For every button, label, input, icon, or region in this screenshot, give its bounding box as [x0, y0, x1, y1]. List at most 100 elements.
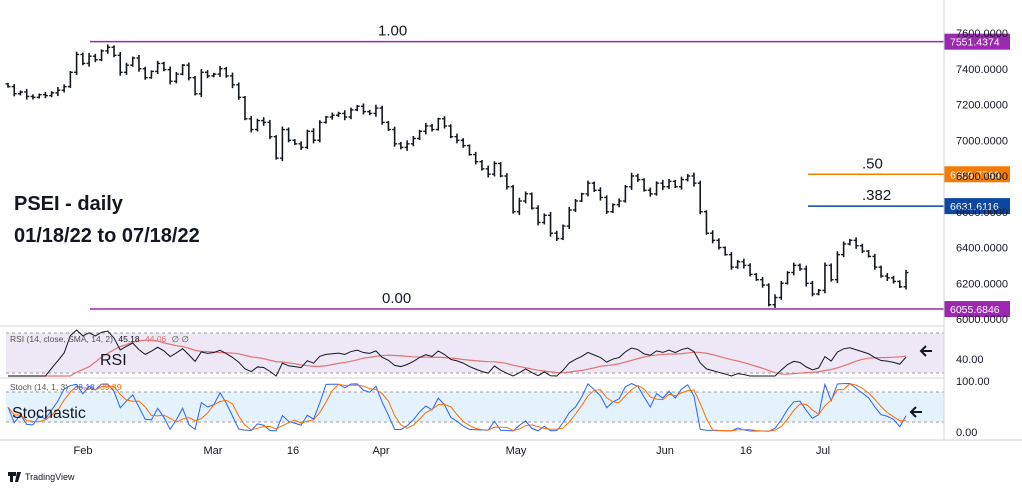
ohlc-bar — [236, 82, 242, 100]
ohlc-bar — [491, 161, 497, 177]
ohlc-bar — [36, 93, 42, 99]
ohlc-bar — [80, 52, 86, 66]
stoch-arrow-icon — [909, 406, 922, 418]
ohlc-bar — [385, 120, 391, 131]
ohlc-bar — [261, 117, 267, 126]
time-axis: Feb Mar 16 Apr May Jun 16 Jul — [74, 445, 831, 457]
price-axis: 7600.0000 7400.0000 7200.0000 7000.0000 6800… — [956, 28, 1008, 326]
ohlc-bar — [230, 72, 235, 89]
ohlc-bar — [828, 263, 834, 282]
stoch-tick-high: 100.00 — [956, 376, 990, 388]
ohlc-bar — [579, 192, 585, 203]
chart-subtitle: 01/18/22 to 07/18/22 — [14, 225, 200, 247]
ohlc-bar — [130, 56, 136, 67]
ohlc-bar — [67, 71, 73, 88]
ohlc-bar — [198, 69, 204, 97]
ohlc-bar — [460, 138, 466, 148]
ohlc-bar — [435, 117, 441, 131]
fib-label: 0.00 — [382, 290, 411, 307]
ohlc-bar — [99, 49, 105, 62]
ohlc-bar — [797, 263, 803, 271]
ohlc-bar — [498, 162, 504, 178]
ohlc-bar — [279, 126, 285, 162]
ohlc-bar — [716, 238, 722, 250]
ohlc-bar — [354, 105, 360, 112]
ohlc-bar — [878, 265, 884, 278]
ohlc-bar — [822, 262, 828, 294]
ohlc-bar — [741, 258, 747, 269]
ohlc-bar — [816, 289, 822, 296]
ohlc-bar — [516, 197, 522, 216]
ohlc-bar — [847, 238, 853, 246]
ohlc-bar — [616, 198, 622, 208]
ohlc-bar — [454, 133, 460, 144]
ohlc-bar — [647, 187, 653, 197]
ohlc-bar — [572, 198, 578, 213]
price-tick: 7400.0000 — [956, 64, 1008, 76]
ohlc-bar — [423, 122, 429, 135]
ohlc-bar — [523, 191, 529, 204]
fib-label: 1.00 — [378, 23, 407, 40]
ohlc-bar — [304, 129, 310, 150]
ohlc-bar — [560, 224, 566, 241]
ohlc-bar — [897, 280, 903, 289]
ohlc-bar — [205, 70, 211, 79]
ohlc-bar — [267, 119, 273, 140]
ohlc-bar — [535, 205, 541, 226]
ohlc-bar — [323, 115, 329, 124]
ohlc-bar — [167, 66, 173, 85]
ohlc-bar — [373, 104, 379, 117]
ohlc-bar — [42, 91, 48, 99]
time-tick: Apr — [372, 445, 389, 457]
fib-price-tag — [944, 33, 1010, 50]
ohlc-bar — [791, 262, 797, 276]
ohlc-bar — [841, 241, 847, 258]
ohlc-bar — [86, 52, 92, 67]
ohlc-bar — [398, 141, 404, 150]
ohlc-bar — [248, 115, 254, 133]
ohlc-bar — [760, 276, 766, 288]
ohlc-bar — [672, 179, 678, 189]
ohlc-bar — [641, 178, 647, 192]
fib-price-tag — [944, 166, 1010, 183]
ohlc-bar — [136, 55, 142, 72]
ohlc-bar — [211, 72, 217, 78]
ohlc-bar — [735, 260, 741, 269]
stoch-label: Stochastic — [12, 405, 86, 422]
ohlc-bar — [697, 180, 703, 215]
chart-title: PSEI - daily — [14, 193, 124, 215]
ohlc-bar — [803, 265, 809, 287]
fib-price-tag — [944, 198, 1010, 215]
stoch-d-legend-value: 39.89 — [100, 382, 122, 392]
rsi-arrow-icon — [919, 345, 932, 357]
fib-price-tag-text: 6055.6846 — [950, 304, 1000, 316]
price-tick: 6600.0000 — [956, 207, 1008, 219]
ohlc-bar — [785, 271, 791, 285]
ohlc-bar — [161, 61, 167, 72]
ohlc-bar — [728, 252, 734, 270]
ohlc-bar — [510, 184, 516, 214]
fib-price-tag-text: 6809.7760 — [950, 169, 1000, 181]
ohlc-bar — [635, 173, 641, 182]
ohlc-bar — [891, 275, 897, 284]
stoch-panel — [7, 382, 907, 432]
ohlc-bar — [529, 192, 535, 210]
rsi-ma-legend-value: 44.06 — [145, 334, 167, 344]
ohlc-bar — [541, 213, 547, 225]
ohlc-bar — [311, 128, 317, 144]
ohlc-bar — [417, 129, 423, 140]
ohlc-bar — [660, 179, 666, 191]
ohlc-bar — [766, 283, 772, 307]
ohlc-bar — [192, 75, 198, 96]
ohlc-bar — [691, 172, 697, 187]
ohlc-bar — [404, 140, 410, 151]
price-tick: 7000.0000 — [956, 135, 1008, 147]
price-bars — [5, 44, 909, 308]
time-tick: Jun — [656, 445, 674, 457]
ohlc-bar — [429, 123, 435, 132]
ohlc-bar — [591, 181, 597, 192]
ohlc-bar — [17, 90, 23, 96]
ohlc-bar — [753, 273, 759, 281]
ohlc-bar — [853, 237, 859, 249]
ohlc-bar — [442, 116, 448, 129]
